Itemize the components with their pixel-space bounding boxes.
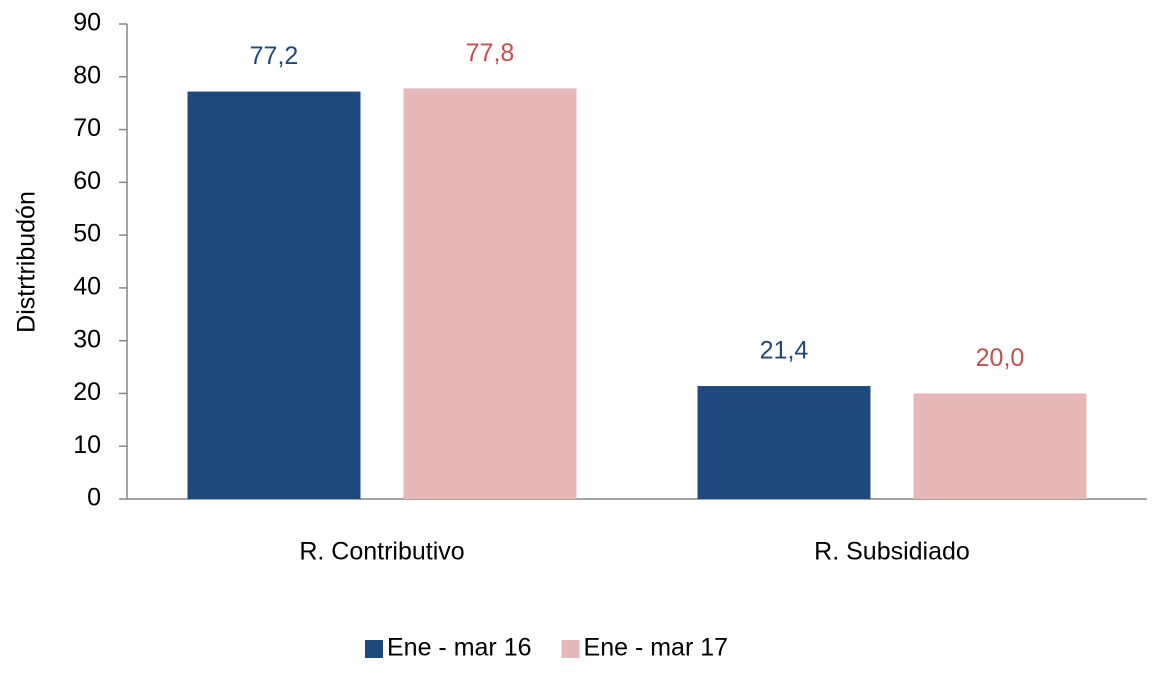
- value-label: 77,2: [250, 42, 299, 70]
- bar: [697, 386, 871, 499]
- y-tick-label: 10: [73, 431, 101, 459]
- y-tick-label: 70: [73, 114, 101, 142]
- value-label: 21,4: [760, 337, 809, 365]
- y-axis-label: Distrtribudón: [13, 191, 41, 333]
- legend-swatch: [561, 640, 580, 658]
- y-tick-label: 30: [73, 325, 101, 353]
- y-tick-label: 20: [73, 378, 101, 406]
- value-label: 77,8: [466, 39, 515, 67]
- legend-label: Ene - mar 17: [584, 634, 729, 662]
- y-tick-label: 80: [73, 61, 101, 89]
- legend-swatch: [365, 640, 383, 658]
- y-tick-label: 60: [73, 167, 101, 195]
- x-tick-label: R. Contributivo: [299, 538, 464, 566]
- bar: [913, 393, 1087, 499]
- y-tick-label: 40: [73, 272, 101, 300]
- y-tick-label: 50: [73, 220, 101, 248]
- y-tick-label: 0: [87, 484, 101, 512]
- x-tick-label: R. Subsidiado: [814, 538, 970, 566]
- bar: [187, 91, 361, 500]
- value-label: 20,0: [976, 344, 1025, 372]
- y-tick-label: 90: [73, 9, 101, 37]
- legend-label: Ene - mar 16: [387, 634, 532, 662]
- bar: [403, 88, 577, 499]
